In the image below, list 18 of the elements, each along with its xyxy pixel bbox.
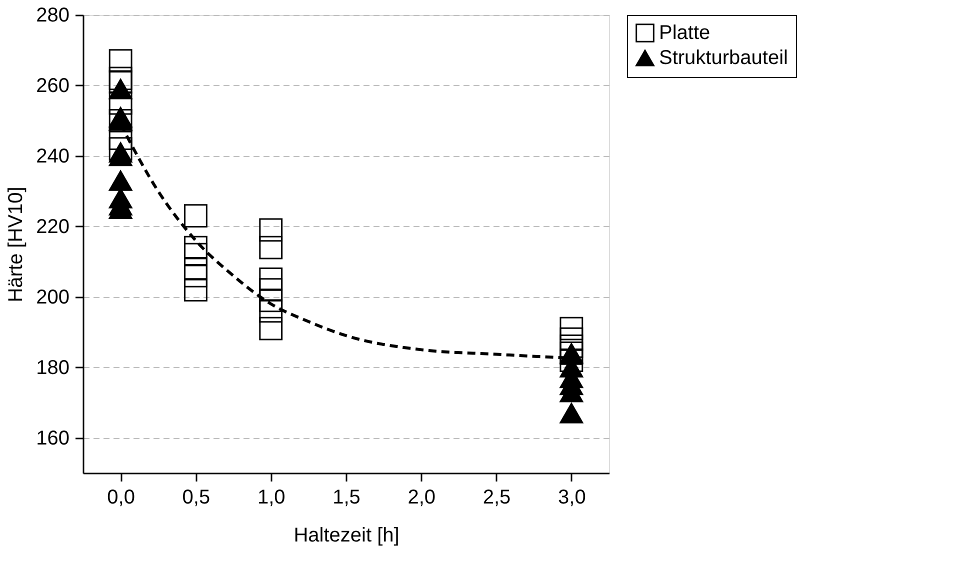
x-tick-label: 1,0	[257, 486, 286, 508]
x-axis-title: Haltezeit [h]	[294, 524, 400, 546]
x-tick-label: 2,5	[482, 486, 511, 508]
x-tick-label: 0,5	[182, 486, 210, 508]
y-tick-label: 220	[36, 216, 70, 238]
y-tick-label: 200	[36, 286, 70, 308]
y-tick-label: 160	[36, 427, 70, 450]
x-tick-label: 2,0	[408, 486, 436, 508]
y-tick-label: 240	[36, 145, 70, 168]
legend-label: Platte	[659, 22, 710, 44]
x-tick-label: 0,0	[107, 486, 135, 508]
x-tick-label: 1,5	[332, 486, 360, 508]
y-tick-label: 280	[36, 4, 70, 26]
y-tick-label: 260	[36, 74, 70, 97]
y-axis-title: Härte [HV10]	[5, 186, 28, 302]
y-tick-label: 180	[36, 356, 70, 379]
legend-label: Strukturbauteil	[659, 47, 788, 69]
x-tick-label: 3,0	[558, 486, 586, 508]
